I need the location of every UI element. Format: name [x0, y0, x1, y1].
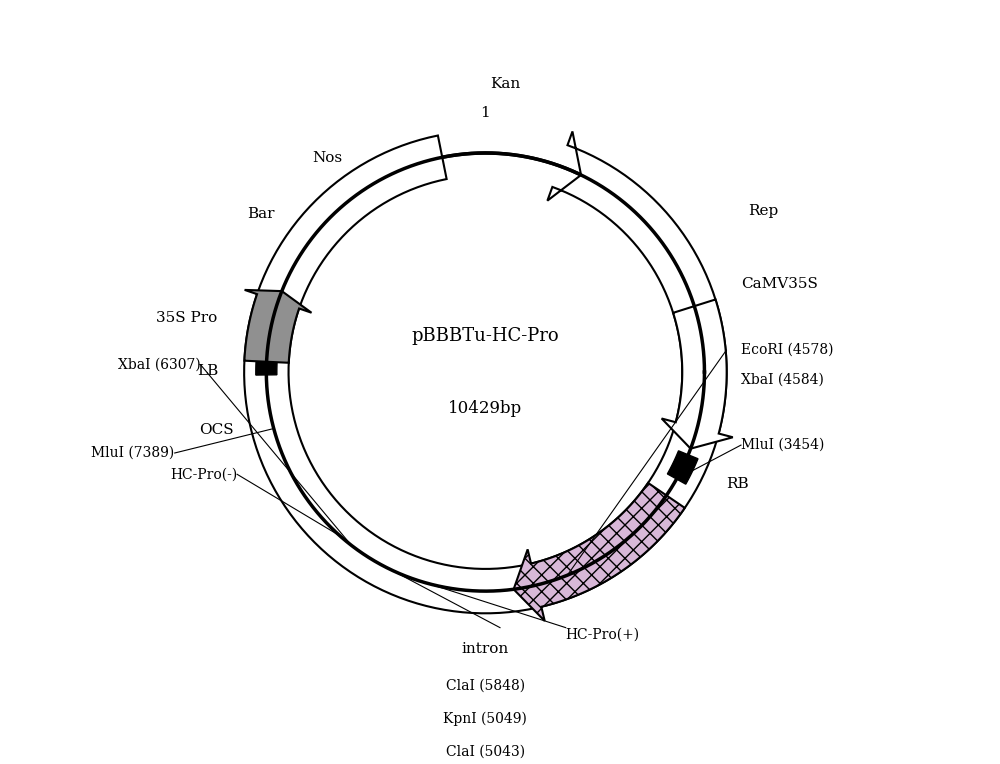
Text: EcoRI (4578): EcoRI (4578) — [741, 343, 833, 357]
Text: Rep: Rep — [748, 205, 779, 219]
Text: 1: 1 — [481, 106, 490, 120]
Polygon shape — [244, 290, 312, 363]
Text: 35S Pro: 35S Pro — [156, 311, 217, 325]
Polygon shape — [657, 474, 687, 502]
Polygon shape — [335, 168, 388, 215]
Text: ClaI (5043): ClaI (5043) — [446, 744, 525, 759]
Polygon shape — [399, 565, 450, 600]
Polygon shape — [667, 451, 698, 484]
Text: HC-Pro(-): HC-Pro(-) — [170, 468, 237, 481]
Text: 10429bp: 10429bp — [448, 400, 523, 417]
Polygon shape — [319, 516, 359, 555]
Polygon shape — [256, 361, 277, 375]
Text: pBBBTu-HC-Pro: pBBBTu-HC-Pro — [412, 326, 559, 345]
Text: LB: LB — [198, 364, 219, 377]
Text: Bar: Bar — [247, 207, 274, 222]
Text: OCS: OCS — [199, 423, 233, 438]
Text: KpnI (5049): KpnI (5049) — [443, 711, 527, 726]
Text: CaMV35S: CaMV35S — [741, 277, 818, 291]
Text: XbaI (4584): XbaI (4584) — [741, 372, 824, 387]
Text: HC-Pro(+): HC-Pro(+) — [566, 628, 640, 642]
Text: MluI (3454): MluI (3454) — [741, 438, 824, 452]
Text: MluI (7389): MluI (7389) — [91, 446, 175, 460]
Text: intron: intron — [462, 643, 509, 656]
Polygon shape — [255, 168, 388, 532]
Text: ClaI (5848): ClaI (5848) — [446, 678, 525, 693]
Polygon shape — [348, 542, 406, 580]
Text: XbaI (6307): XbaI (6307) — [118, 358, 201, 372]
Polygon shape — [271, 197, 350, 296]
Polygon shape — [662, 299, 733, 448]
Text: Kan: Kan — [490, 77, 520, 91]
Text: Nos: Nos — [312, 151, 342, 165]
Text: RB: RB — [726, 478, 749, 491]
Polygon shape — [244, 131, 727, 613]
Polygon shape — [514, 483, 685, 621]
